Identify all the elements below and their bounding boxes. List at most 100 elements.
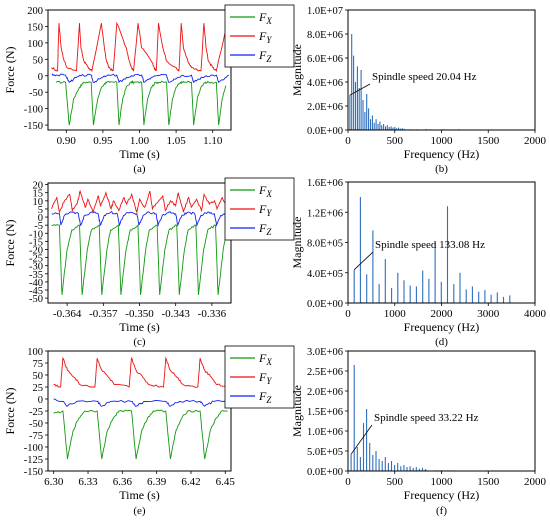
x-tick-label: 2000 — [431, 308, 454, 320]
legend-label: FX — [258, 183, 272, 199]
y-tick-label: 20 — [33, 181, 44, 192]
x-tick-label: 500 — [387, 135, 404, 147]
y-tick-label: -50 — [29, 294, 43, 305]
x-axis-label: Time (s) — [119, 320, 160, 334]
y-tick-label: 8.0E+06 — [307, 30, 343, 41]
x-tick-label: -0.350 — [125, 308, 154, 320]
x-tick-label: 6.39 — [147, 476, 167, 488]
panel-a — [45, 4, 295, 133]
legend-box — [224, 177, 295, 241]
legend-label: FX — [258, 10, 272, 26]
annotation-leader — [350, 424, 373, 455]
plot-area — [53, 356, 228, 460]
series-fy — [51, 21, 230, 73]
y-tick-label: -35 — [29, 270, 43, 281]
y-tick-label: 100 — [27, 347, 43, 358]
x-tick-label: 1000 — [431, 135, 454, 147]
x-axis-label: Frequency (Hz) — [404, 147, 480, 161]
panel-caption: (e) — [133, 505, 146, 517]
x-tick-label: 3000 — [477, 308, 500, 320]
y-tick-label: 200 — [27, 6, 43, 17]
x-tick-label: 0.90 — [57, 135, 77, 147]
y-tick-label: 4.0E+06 — [307, 78, 343, 89]
x-tick-label: 6.42 — [181, 476, 200, 488]
plot-area — [348, 365, 461, 471]
plot-frame — [347, 9, 536, 131]
series-fx — [51, 224, 228, 295]
series-fx — [53, 409, 228, 460]
y-tick-label: 1.5E+06 — [307, 407, 343, 418]
panel-caption: (b) — [435, 163, 448, 175]
panel-d — [345, 181, 536, 306]
x-tick-label: 6.30 — [44, 476, 64, 488]
y-tick-label: 0 — [38, 72, 43, 83]
y-tick-label: -150 — [24, 121, 43, 132]
x-tick-label: 2000 — [524, 135, 547, 147]
panel-f — [345, 350, 536, 474]
y-tick-label: 100 — [27, 39, 43, 50]
x-tick-label: 1.10 — [203, 135, 223, 147]
y-tick-label: 1.0E+07 — [307, 6, 343, 17]
y-axis-label: Force (N) — [3, 47, 17, 94]
y-tick-label: -50 — [29, 419, 43, 430]
y-tick-label: 1.0E+06 — [307, 427, 343, 438]
y-tick-label: 5 — [38, 205, 43, 216]
x-tick-label: 0 — [345, 308, 351, 320]
y-tick-label: 150 — [27, 22, 43, 33]
y-tick-label: -10 — [29, 229, 43, 240]
y-axis-label: Force (N) — [3, 220, 17, 267]
x-axis-label: Time (s) — [119, 147, 160, 161]
x-tick-label: 0 — [345, 476, 351, 488]
y-axis-label: Force (N) — [3, 388, 17, 435]
annotation-text: Spindle speed 33.22 Hz — [374, 412, 479, 424]
series-fz — [51, 210, 228, 227]
y-tick-label: 0.0E+00 — [307, 126, 343, 137]
y-tick-label: -25 — [29, 254, 43, 265]
y-tick-label: 0.0E+00 — [307, 299, 343, 310]
y-tick-label: 6.0E+06 — [307, 54, 343, 65]
y-tick-label: 4.0E+05 — [307, 269, 343, 280]
x-tick-label: 1500 — [477, 135, 500, 147]
panel-caption: (f) — [436, 505, 447, 517]
series-fz — [53, 398, 228, 407]
panel-caption: (d) — [435, 336, 448, 348]
y-tick-label: -100 — [24, 443, 43, 454]
x-tick-label: 1.05 — [166, 135, 186, 147]
x-axis-label: Time (s) — [119, 488, 160, 502]
y-tick-label: 50 — [33, 55, 44, 66]
y-tick-label: -40 — [29, 278, 43, 289]
series-fy — [53, 356, 228, 388]
y-tick-label: 10 — [33, 197, 44, 208]
legend-label: FZ — [258, 221, 272, 237]
legend-label: FZ — [258, 48, 272, 64]
x-tick-label: -0.336 — [198, 308, 227, 320]
y-tick-label: -100 — [24, 105, 43, 116]
annotation-text: Spindle speed 20.04 Hz — [372, 71, 477, 83]
y-tick-label: -45 — [29, 286, 43, 297]
y-tick-label: 0 — [38, 395, 43, 406]
x-tick-label: 0 — [345, 135, 351, 147]
x-axis-label: Frequency (Hz) — [404, 488, 480, 502]
x-tick-label: 0.95 — [93, 135, 113, 147]
x-axis-label: Frequency (Hz) — [404, 320, 480, 334]
annotation-leader — [353, 251, 374, 271]
x-tick-label: 1000 — [431, 476, 454, 488]
y-tick-label: -30 — [29, 262, 43, 273]
plot-area — [51, 21, 230, 126]
y-tick-label: 1.2E+06 — [307, 208, 343, 219]
y-tick-label: -150 — [24, 467, 43, 478]
y-tick-label: 0 — [38, 213, 43, 224]
y-tick-label: 0.0E+00 — [307, 467, 343, 478]
y-tick-label: -125 — [24, 455, 43, 466]
y-axis-label: Magnitude — [290, 44, 304, 96]
y-tick-label: 3.0E+06 — [307, 347, 343, 358]
panel-caption: (c) — [133, 336, 146, 348]
y-tick-label: 15 — [33, 189, 44, 200]
legend-label: FY — [258, 29, 272, 45]
legend-label: FX — [258, 351, 272, 367]
y-tick-label: 75 — [33, 359, 44, 370]
y-tick-label: 2.5E+06 — [307, 367, 343, 378]
y-tick-label: -25 — [29, 407, 43, 418]
y-tick-label: -50 — [29, 88, 43, 99]
